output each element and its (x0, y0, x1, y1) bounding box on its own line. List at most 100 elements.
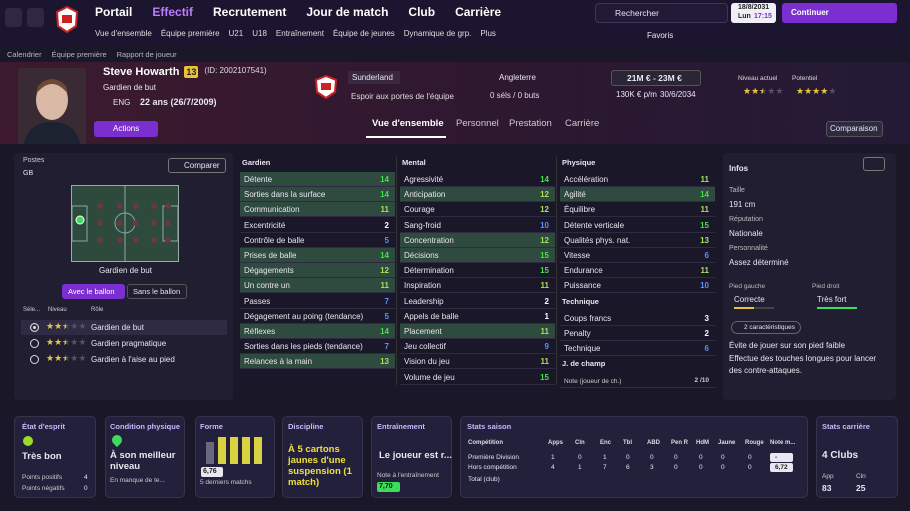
subnav-tab[interactable]: Vue d'ensemble (95, 29, 152, 38)
attribute-value: 5 (384, 311, 389, 321)
star-fill: ★ (804, 86, 813, 96)
subnav-tab[interactable]: U21 (228, 29, 244, 38)
season-header: HdM (696, 440, 709, 446)
form-bar (254, 437, 262, 464)
role-header: Séle... (23, 307, 41, 313)
profile-tab[interactable]: Vue d'ensemble (372, 118, 444, 129)
attribute-value: 10 (700, 281, 709, 291)
profile-tab[interactable]: Personnel (456, 118, 499, 129)
continue-button[interactable] (782, 3, 897, 23)
attribute-name: Note (joueur de ch.) (564, 378, 622, 386)
pitch-label: Gardien de but (99, 266, 152, 275)
toggle-inactive[interactable] (127, 284, 187, 299)
attribute-name: Inspiration (404, 281, 441, 291)
attribute-name: Équilibre (564, 205, 596, 215)
star: ★★ (820, 86, 829, 96)
foot-label: Pied droit (812, 283, 840, 290)
card-title: Condition physique (110, 422, 180, 431)
star-fill: ★ (812, 86, 821, 96)
attribute-value: 10 (540, 220, 549, 230)
nav-tab[interactable]: Portail (95, 5, 133, 19)
nav-tab[interactable]: Jour de match (306, 5, 389, 19)
search-box[interactable] (595, 3, 728, 23)
profile-tab[interactable]: Carrière (565, 118, 600, 129)
star-fill: ★ (796, 86, 805, 96)
attribute-value: 14 (540, 175, 549, 184)
attribute-value: 11 (700, 175, 709, 184)
actions-button[interactable] (94, 121, 158, 137)
compare-button[interactable] (168, 158, 226, 173)
continue-label: Continuer (791, 8, 829, 17)
attribute-value: 12 (540, 235, 549, 245)
comparison-label: Comparaison (830, 124, 878, 133)
role-row[interactable] (21, 320, 227, 335)
form-badge (201, 467, 223, 477)
star: ★★ (804, 86, 813, 96)
star-fill: ★ (62, 337, 66, 348)
season-header: Compétition (468, 440, 503, 446)
career-value: 4 Clubs (822, 450, 859, 461)
day: Lun (738, 13, 751, 20)
subnav-tab[interactable]: Plus (480, 29, 496, 38)
subnav-tab[interactable]: U18 (252, 29, 267, 38)
form-bar (242, 437, 250, 464)
club-box (348, 71, 400, 84)
nav-tab[interactable]: Recrutement (213, 5, 287, 19)
subnav-tab[interactable]: Équipe de jeunes (332, 29, 395, 38)
attribute-name: Sorties dans la surface (244, 190, 326, 200)
star-fill: ★ (751, 86, 760, 96)
season-header: Cln (575, 440, 585, 446)
back-button[interactable] (5, 8, 22, 27)
attribute-value: 11 (380, 205, 389, 215)
subnav-tab[interactable]: Entraînement (275, 29, 324, 38)
competition-name: Hors compétition (468, 464, 517, 471)
time: 17:15 (754, 13, 772, 20)
attribute-row: Endurance 11 (560, 263, 715, 279)
attribute-value: 14 (380, 327, 389, 336)
attribute-name: Jeu collectif (404, 342, 446, 352)
star: ★★ (812, 86, 821, 96)
foot-label: Pied gauche (729, 283, 766, 290)
attribute-value: 2 (544, 296, 549, 306)
season-cell: 6,72 (775, 464, 788, 471)
info-button[interactable] (863, 157, 885, 171)
condition-sub: En manque de te... (110, 477, 165, 484)
nav-tab[interactable]: Effectif (152, 5, 194, 19)
club-status: Espoir aux portes de l'équipe (351, 92, 454, 101)
nav-tab[interactable]: Carrière (455, 5, 502, 19)
attribute-row: Sorties dans la surface 14 (240, 187, 395, 203)
attribute-value: 11 (540, 281, 549, 291)
profile-tab[interactable]: Prestation (509, 118, 552, 129)
attribute-value: 2 (384, 220, 389, 230)
breadcrumb-item[interactable]: Rapport de joueur (116, 50, 177, 59)
comparison-button[interactable] (826, 121, 883, 137)
star-rating: ★★★★★★★★ (46, 337, 86, 348)
attribute-row: Réflexes 14 (240, 324, 395, 339)
attribute-row: Un contre un 11 (240, 278, 395, 294)
season-cell: - (775, 454, 778, 461)
note-badge (770, 453, 793, 462)
attribute-row: Sorties dans les pieds (tendance) 7 (240, 339, 395, 355)
attribute-value: 12 (540, 205, 549, 215)
forward-button[interactable] (27, 8, 44, 27)
attribute-name: Coups francs (564, 313, 612, 323)
attribute-name: Vitesse (564, 251, 591, 260)
attribute-row: Leadership 2 (400, 294, 555, 309)
attribute-value: 9 (544, 342, 549, 352)
star-rating: ★★★★★★★★ (46, 321, 86, 332)
star: ★★ (62, 321, 71, 331)
attribute-value: 7 (384, 296, 389, 306)
subnav-tab[interactable]: Équipe première (160, 29, 220, 38)
breadcrumb-item[interactable]: Équipe première (51, 50, 107, 59)
season-cell: 3 (650, 464, 654, 471)
attribute-name: Contrôle de balle (244, 235, 305, 245)
star-fill: ★ (54, 321, 63, 331)
attribute-row: Qualités phys. nat. 13 (560, 233, 715, 248)
attribute-name: Puissance (564, 281, 601, 291)
breadcrumb-item[interactable]: Calendrier (7, 50, 42, 59)
nav-tab[interactable]: Club (408, 5, 436, 19)
country: Angleterre (499, 73, 536, 82)
subnav-tab[interactable]: Dynamique de grp. (403, 29, 472, 38)
toggle-active[interactable] (62, 284, 125, 299)
star: ★★ (46, 337, 55, 347)
